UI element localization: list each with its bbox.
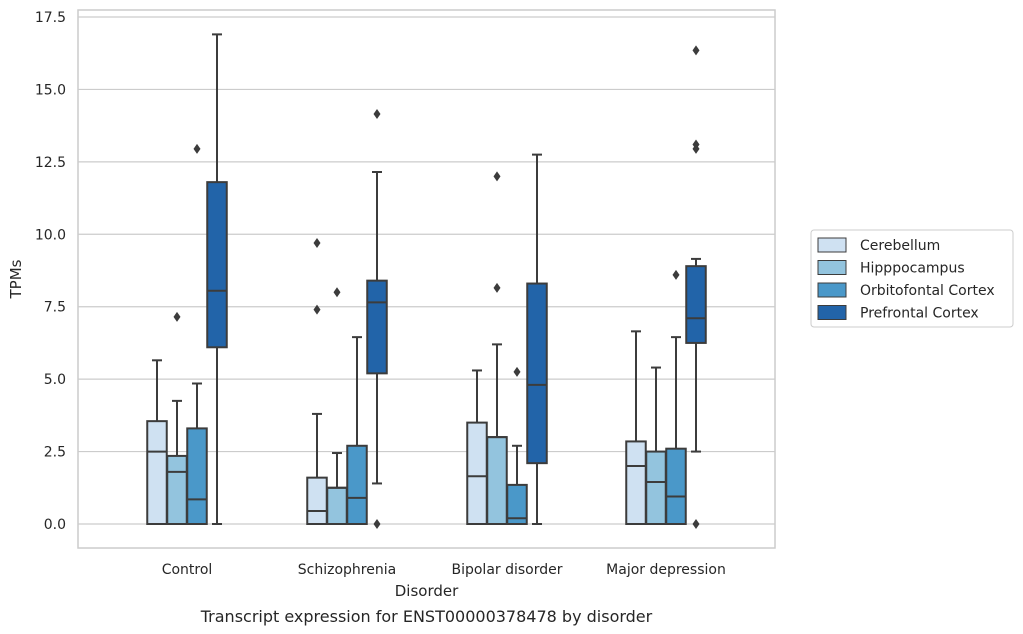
x-tick-labels: Control Schizophrenia Bipolar disorder Majo… — [162, 562, 726, 578]
outlier-point — [513, 366, 521, 377]
box-iqr — [466, 421, 488, 526]
x-tick-label: Bipolar disorder — [451, 562, 562, 578]
box-iqr — [306, 476, 328, 526]
y-tick-label: 0.0 — [44, 517, 66, 533]
outlier-point — [313, 304, 321, 315]
legend-swatch — [817, 237, 847, 253]
box-iqr — [526, 282, 548, 465]
box-group — [506, 366, 528, 526]
box-iqr — [366, 279, 388, 375]
box-iqr — [326, 486, 348, 525]
box-group — [665, 269, 687, 525]
outlier-point — [373, 109, 381, 120]
box-iqr — [645, 450, 667, 526]
legend-swatch — [817, 282, 847, 298]
outlier-point — [313, 237, 321, 248]
plot-frame — [77, 9, 776, 549]
y-tick-label: 10.0 — [35, 227, 66, 243]
box-iqr — [146, 420, 168, 525]
outlier-point — [493, 282, 501, 293]
y-tick-label: 15.0 — [35, 82, 66, 98]
box-iqr — [166, 454, 188, 525]
legend-label: Cerebellum — [860, 238, 940, 254]
outlier-point — [333, 287, 341, 298]
box-iqr — [685, 265, 707, 344]
chart-caption: Transcript expression for ENST0000037847… — [200, 607, 653, 626]
box-group — [526, 153, 548, 525]
box-group — [486, 171, 508, 526]
legend-label: Hipppocampus — [860, 261, 965, 277]
box-iqr — [206, 181, 228, 349]
outlier-point — [193, 143, 201, 154]
box-group — [206, 33, 228, 525]
box-group — [625, 330, 647, 525]
x-tick-label: Control — [162, 562, 213, 578]
box-group — [685, 45, 707, 529]
legend-label: Prefrontal Cortex — [860, 306, 979, 322]
box-group — [366, 109, 388, 529]
y-axis-label: TPMs — [7, 259, 25, 299]
y-tick-label: 17.5 — [35, 10, 66, 26]
box-series — [146, 33, 707, 529]
y-tick-label: 5.0 — [44, 372, 66, 388]
legend-swatch — [817, 260, 847, 275]
box-iqr — [486, 436, 508, 526]
box-iqr — [665, 447, 687, 525]
legend: Cerebellum Hipppocampus Orbitofontal Corte… — [810, 229, 1014, 328]
y-tick-label: 2.5 — [44, 445, 66, 461]
outlier-point — [672, 269, 680, 280]
outlier-point — [173, 311, 181, 322]
outlier-point — [373, 519, 381, 529]
box-group — [186, 143, 208, 525]
y-tick-labels: 0.0 2.5 5.0 7.5 10.0 12.5 15.0 17.5 — [35, 10, 66, 533]
x-tick-label: Schizophrenia — [298, 562, 396, 578]
x-tick-label: Major depression — [606, 562, 726, 578]
box-group — [146, 359, 168, 525]
outlier-point — [692, 519, 700, 529]
box-group — [346, 336, 368, 525]
outlier-point — [692, 139, 700, 150]
x-axis-label: Disorder — [395, 582, 459, 600]
box-iqr — [346, 444, 368, 525]
legend-frame — [810, 229, 1014, 328]
outlier-point — [493, 171, 501, 182]
box-iqr — [625, 440, 647, 525]
y-tick-label: 7.5 — [44, 300, 66, 316]
outlier-point — [692, 45, 700, 56]
legend-label: Orbitofontal Cortex — [860, 283, 995, 299]
box-iqr — [506, 483, 528, 526]
y-tick-label: 12.5 — [35, 155, 66, 171]
legend-swatch — [817, 305, 847, 320]
box-iqr — [186, 427, 208, 525]
box-group — [645, 366, 667, 526]
